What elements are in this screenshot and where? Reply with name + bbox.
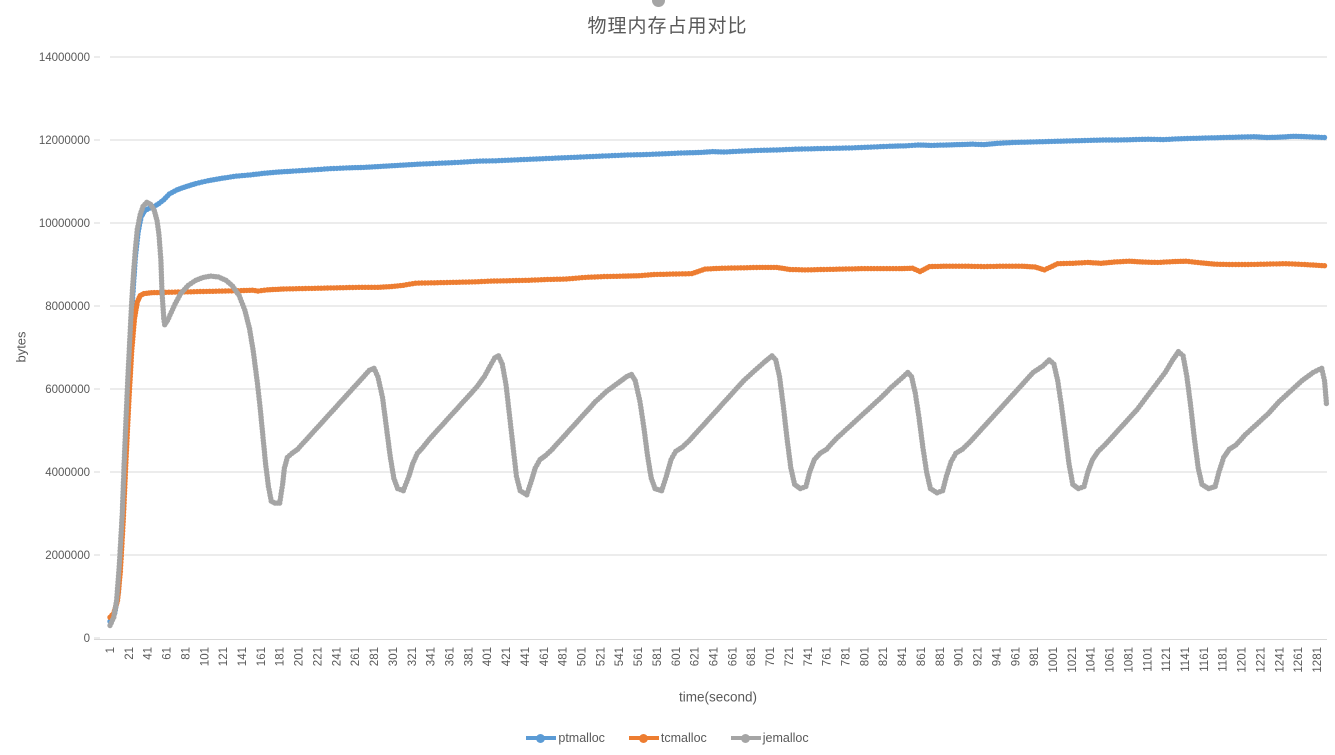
x-tick-label: 161 bbox=[256, 647, 268, 666]
x-tick-label: 301 bbox=[388, 647, 400, 666]
x-tick-label: 541 bbox=[614, 647, 626, 666]
x-tick-label: 201 bbox=[294, 647, 306, 666]
legend-item-tcmalloc: tcmalloc bbox=[628, 731, 707, 745]
x-tick-label: 421 bbox=[501, 647, 513, 666]
y-axis-title: bytes bbox=[13, 331, 29, 363]
x-tick-label: 361 bbox=[444, 647, 456, 666]
x-tick-label: 801 bbox=[859, 647, 871, 666]
x-tick-label: 1281 bbox=[1312, 647, 1324, 673]
x-tick-label: 101 bbox=[199, 647, 211, 666]
legend-item-jemalloc: jemalloc bbox=[730, 731, 809, 745]
x-tick-label: 661 bbox=[727, 647, 739, 666]
x-tick-label: 781 bbox=[841, 647, 853, 666]
x-tick-label: 941 bbox=[991, 647, 1003, 666]
x-tick-label: 121 bbox=[218, 647, 230, 666]
x-tick-label: 341 bbox=[426, 647, 438, 666]
y-tick-label: 10000000 bbox=[39, 218, 90, 230]
x-tick-label: 741 bbox=[803, 647, 815, 666]
gridlines bbox=[94, 56, 1327, 639]
x-tick-label: 401 bbox=[482, 647, 494, 666]
series-tcmalloc-markers bbox=[107, 258, 1328, 620]
y-tick-label: 6000000 bbox=[45, 384, 90, 396]
x-tick-label: 461 bbox=[539, 647, 551, 666]
y-tick-label: 0 bbox=[84, 633, 90, 645]
x-tick-label: 1201 bbox=[1237, 647, 1249, 673]
x-tick-label: 321 bbox=[407, 647, 419, 666]
x-tick-label: 681 bbox=[746, 647, 758, 666]
series-tcmalloc-line bbox=[108, 259, 1326, 619]
x-tick-label: 1081 bbox=[1123, 647, 1135, 673]
x-tick-label: 721 bbox=[784, 647, 796, 666]
x-tick-label: 1021 bbox=[1067, 647, 1079, 673]
x-tick-label: 281 bbox=[369, 647, 381, 666]
y-tick-label: 8000000 bbox=[45, 301, 90, 313]
x-tick-label: 561 bbox=[633, 647, 645, 666]
x-tick-label: 861 bbox=[916, 647, 928, 666]
y-axis-tick-labels: 0 2000000 4000000 6000000 8000000 10000000 120… bbox=[39, 52, 90, 645]
x-tick-label: 481 bbox=[558, 647, 570, 666]
x-tick-label: 1061 bbox=[1105, 647, 1117, 673]
x-tick-label: 1241 bbox=[1274, 647, 1286, 673]
x-tick-label: 261 bbox=[350, 647, 362, 666]
x-tick-label: 1221 bbox=[1255, 647, 1267, 673]
x-tick-label: 981 bbox=[1029, 647, 1041, 666]
x-tick-label: 621 bbox=[690, 647, 702, 666]
x-tick-label: 901 bbox=[954, 647, 966, 666]
legend-label: tcmalloc bbox=[660, 731, 707, 745]
x-tick-label: 381 bbox=[463, 647, 475, 666]
x-tick-label: 1 bbox=[105, 647, 117, 653]
x-tick-label: 961 bbox=[1010, 647, 1022, 666]
legend-line-marker-icon bbox=[526, 733, 557, 743]
legend-item-ptmalloc: ptmalloc bbox=[526, 731, 605, 745]
x-tick-label: 221 bbox=[312, 647, 324, 666]
series-jemalloc-line bbox=[108, 200, 1328, 627]
x-tick-label: 581 bbox=[652, 647, 664, 666]
x-tick-label: 241 bbox=[331, 647, 343, 666]
x-tick-label: 881 bbox=[935, 647, 947, 666]
x-tick-label: 521 bbox=[595, 647, 607, 666]
y-tick-label: 2000000 bbox=[45, 550, 90, 562]
series-ptmalloc-line bbox=[108, 134, 1326, 623]
x-tick-label: 61 bbox=[162, 647, 174, 660]
x-tick-label: 1181 bbox=[1218, 647, 1230, 672]
x-tick-label: 1161 bbox=[1199, 647, 1211, 672]
x-tick-label: 601 bbox=[671, 647, 683, 666]
x-axis-title: time(second) bbox=[678, 689, 758, 705]
legend-line-marker-icon bbox=[730, 733, 761, 743]
x-tick-label: 1261 bbox=[1293, 647, 1305, 673]
y-tick-label: 12000000 bbox=[39, 135, 90, 147]
y-tick-label: 14000000 bbox=[39, 52, 90, 64]
x-tick-label: 921 bbox=[973, 647, 985, 666]
x-tick-label: 41 bbox=[143, 647, 155, 660]
x-tick-label: 181 bbox=[275, 647, 287, 666]
chart-title: 物理内存占用对比 bbox=[587, 16, 748, 37]
x-tick-label: 641 bbox=[709, 647, 721, 666]
x-tick-label: 1141 bbox=[1180, 647, 1192, 672]
legend-line-marker-icon bbox=[628, 733, 659, 743]
selection-handle-dot bbox=[652, 0, 665, 7]
x-tick-label: 761 bbox=[822, 647, 834, 666]
legend: ptmalloc tcmalloc jemalloc bbox=[0, 731, 1335, 745]
x-tick-label: 701 bbox=[765, 647, 777, 666]
series-jemalloc-markers bbox=[107, 199, 1330, 629]
legend-label: ptmalloc bbox=[558, 731, 605, 745]
x-tick-label: 501 bbox=[576, 647, 588, 666]
x-tick-label: 1041 bbox=[1086, 647, 1098, 673]
x-axis-tick-labels: 1 21 41 61 81 101 121 141 161 181 201 221 241 261 281 3… bbox=[105, 647, 1324, 673]
x-tick-label: 1001 bbox=[1048, 647, 1060, 673]
x-tick-label: 21 bbox=[124, 647, 136, 660]
x-tick-label: 821 bbox=[878, 647, 890, 666]
legend-label: jemalloc bbox=[762, 731, 809, 745]
series-ptmalloc-markers bbox=[107, 133, 1328, 625]
y-tick-label: 4000000 bbox=[45, 467, 90, 479]
x-tick-label: 441 bbox=[520, 647, 532, 666]
x-tick-label: 841 bbox=[897, 647, 909, 666]
x-tick-label: 1101 bbox=[1142, 647, 1154, 672]
x-tick-label: 81 bbox=[180, 647, 192, 660]
x-tick-label: 141 bbox=[237, 647, 249, 666]
x-tick-label: 1121 bbox=[1161, 647, 1173, 672]
